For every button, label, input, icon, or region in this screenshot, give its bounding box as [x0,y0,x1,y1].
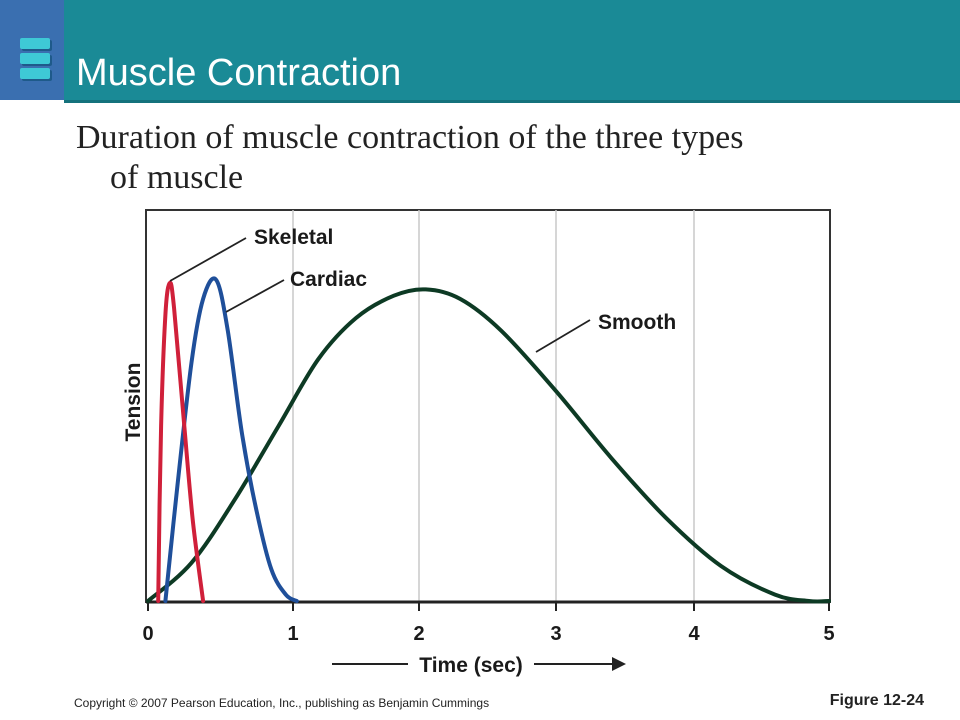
stack-logo-icon [20,38,52,86]
leader-line-skeletal [169,237,247,282]
series-label-smooth: Smooth [598,311,676,334]
slide-title: Muscle Contraction [76,52,402,94]
figure-label: Figure 12-24 [829,692,924,709]
leader-line-cardiac [225,279,285,313]
x-tick-label: 0 [142,623,153,645]
x-label-arrow-head [612,657,626,671]
x-tick-label: 2 [413,623,424,645]
series-label-cardiac: Cardiac [290,268,367,291]
x-tick-label: 3 [550,623,561,645]
series-line-skeletal [156,280,206,603]
series-line-smooth [146,287,831,604]
slide-subtitle: Duration of muscle contraction of the th… [76,118,856,198]
subtitle-line-1: Duration of muscle contraction of the th… [76,119,744,156]
series-label-skeletal: Skeletal [254,226,333,249]
series-line-cardiac [163,276,299,603]
x-axis-label: Time (sec) [419,654,523,677]
y-axis-label: Tension [122,363,145,442]
subtitle-line-2: of muscle [110,159,244,196]
plot-frame [145,209,831,603]
copyright-text: Copyright © 2007 Pearson Education, Inc.… [74,696,490,710]
logo-block [0,0,64,100]
x-tick-label: 5 [823,623,834,645]
leader-line-smooth [535,319,591,353]
x-tick-label: 1 [287,623,298,645]
x-tick-label: 4 [688,623,700,645]
header-rule [64,100,960,103]
header-bar [0,0,960,100]
